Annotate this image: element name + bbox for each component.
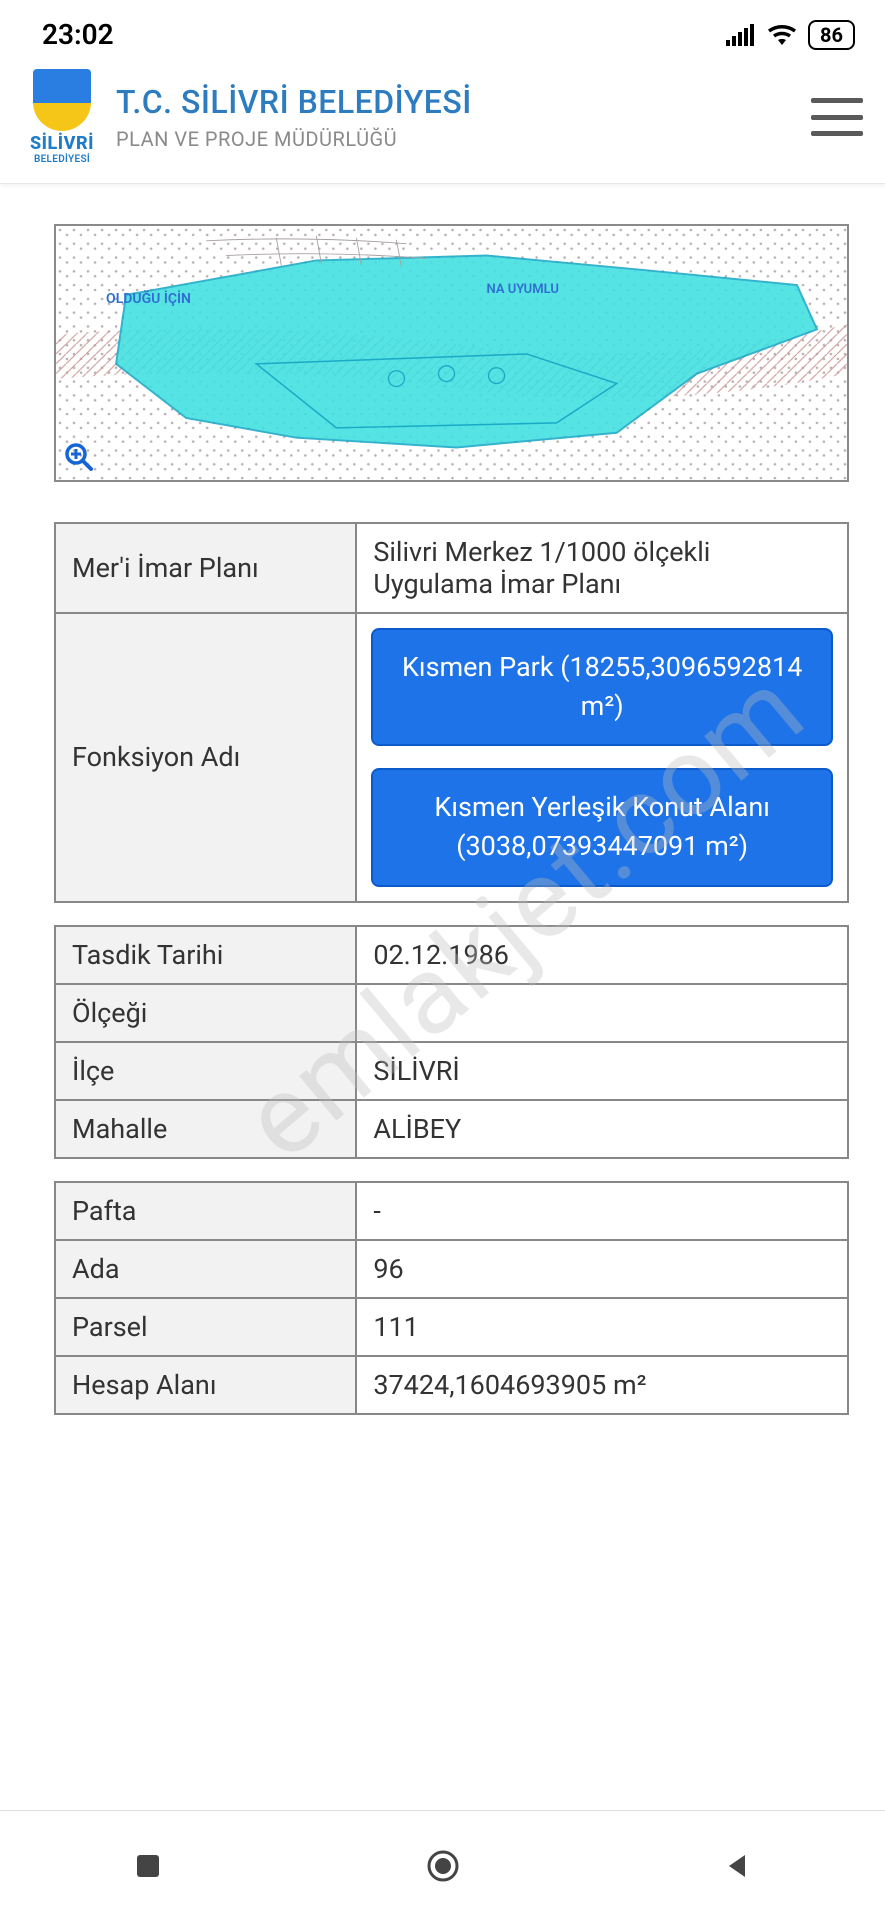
row-label: Tasdik Tarihi [55,926,356,984]
logo[interactable]: SİLİVRİ BELEDİYESİ [22,69,102,165]
function-button-park[interactable]: Kısmen Park (18255,3096592814 m²) [371,628,833,746]
map-svg: OLDUĞU İÇİN NA UYUMLU [56,226,847,480]
table-row: Mahalle ALİBEY [55,1100,848,1158]
app-header: SİLİVRİ BELEDİYESİ T.C. SİLİVRİ BELEDİYE… [0,61,885,184]
menu-icon[interactable] [811,98,863,136]
recent-apps-button[interactable] [128,1846,168,1886]
logo-icon [33,69,91,131]
parcel-info-table: Pafta - Ada 96 Parsel 111 Hesap Alanı 37… [54,1181,849,1415]
status-icons: 86 [726,20,855,50]
approval-info-table: Tasdik Tarihi 02.12.1986 Ölçeği İlçe SİL… [54,925,849,1159]
row-value: Silivri Merkez 1/1000 ölçekli Uygulama İ… [356,523,848,613]
table-row: Mer'i İmar Planı Silivri Merkez 1/1000 ö… [55,523,848,613]
row-label: Mer'i İmar Planı [55,523,356,613]
row-label: Fonksiyon Adı [55,613,356,902]
signal-icon [726,24,756,46]
row-value: - [356,1182,848,1240]
table-row: Hesap Alanı 37424,1604693905 m² [55,1356,848,1414]
row-value: 96 [356,1240,848,1298]
header-titles: T.C. SİLİVRİ BELEDİYESİ PLAN VE PROJE MÜ… [116,83,797,151]
content-area: OLDUĞU İÇİN NA UYUMLU Mer'i İmar Planı S… [0,184,885,1415]
system-nav-bar [0,1810,885,1920]
status-time: 23:02 [42,18,114,51]
status-bar: 23:02 86 [0,0,885,61]
row-value: ALİBEY [356,1100,848,1158]
battery-indicator: 86 [808,20,855,50]
page-title: T.C. SİLİVRİ BELEDİYESİ [116,83,797,121]
row-value: 37424,1604693905 m² [356,1356,848,1414]
row-label: Pafta [55,1182,356,1240]
map-label-right: NA UYUMLU [487,282,559,297]
plan-info-table: Mer'i İmar Planı Silivri Merkez 1/1000 ö… [54,522,849,903]
row-label: Parsel [55,1298,356,1356]
map-label-left: OLDUĞU İÇİN [106,289,191,307]
function-button-konut[interactable]: Kısmen Yerleşik Konut Alanı (3038,073934… [371,768,833,886]
back-button[interactable] [718,1846,758,1886]
page-subtitle: PLAN VE PROJE MÜDÜRLÜĞÜ [116,127,797,151]
table-row: Ada 96 [55,1240,848,1298]
row-value [356,984,848,1042]
logo-text-sub: BELEDİYESİ [34,154,90,165]
row-label: Ada [55,1240,356,1298]
function-buttons-cell: Kısmen Park (18255,3096592814 m²) Kısmen… [356,613,848,902]
row-label: Ölçeği [55,984,356,1042]
parcel-map[interactable]: OLDUĞU İÇİN NA UYUMLU [54,224,849,482]
row-label: İlçe [55,1042,356,1100]
wifi-icon [766,23,798,47]
table-row: Ölçeği [55,984,848,1042]
logo-text-main: SİLİVRİ [30,133,94,154]
table-row: İlçe SİLİVRİ [55,1042,848,1100]
row-label: Mahalle [55,1100,356,1158]
table-row: Parsel 111 [55,1298,848,1356]
home-button[interactable] [423,1846,463,1886]
table-row: Pafta - [55,1182,848,1240]
row-value: SİLİVRİ [356,1042,848,1100]
row-value: 02.12.1986 [356,926,848,984]
row-label: Hesap Alanı [55,1356,356,1414]
table-row: Tasdik Tarihi 02.12.1986 [55,926,848,984]
zoom-icon[interactable] [64,442,94,472]
table-row: Fonksiyon Adı Kısmen Park (18255,3096592… [55,613,848,902]
row-value: 111 [356,1298,848,1356]
